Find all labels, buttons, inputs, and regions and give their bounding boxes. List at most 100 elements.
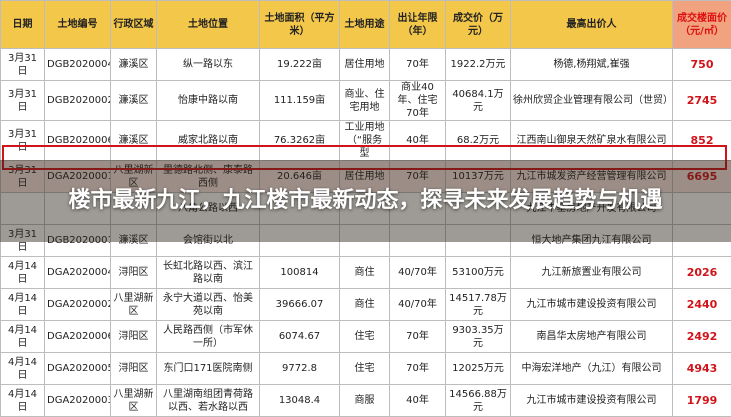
table-cell: 纵一路以东	[157, 49, 260, 81]
table-cell: 杨德,杨翔斌,崔强	[511, 49, 673, 81]
table-cell: 商住	[340, 257, 390, 289]
table-cell: 商业、住宅用地	[340, 81, 390, 121]
title-overlay: 楼市最新九江，九江楼市最新动态，探寻未来发展趋势与机遇	[0, 160, 731, 242]
table-cell: 工业用地（“服务型	[340, 121, 390, 161]
table-cell: DGB2020004	[45, 49, 111, 81]
table-cell: 2026	[673, 257, 731, 289]
table-cell: 1922.2万元	[446, 49, 511, 81]
table-cell: 40年	[390, 385, 446, 417]
table-cell: 40年	[390, 121, 446, 161]
column-header: 土地面积（平方米）	[260, 1, 340, 49]
table-cell: 40/70年	[390, 257, 446, 289]
table-cell: 4月14日	[1, 321, 45, 353]
table-cell: 长虹北路以西、滨江路以南	[157, 257, 260, 289]
table-cell: DGB2020006	[45, 121, 111, 161]
column-header: 最高出价人	[511, 1, 673, 49]
table-cell: 商业40年、住宅70年	[390, 81, 446, 121]
table-cell: 商住	[340, 289, 390, 321]
table-cell: 濂溪区	[111, 81, 157, 121]
table-cell: 威家北路以南	[157, 121, 260, 161]
table-cell: 住宅	[340, 321, 390, 353]
table-cell: 111.159亩	[260, 81, 340, 121]
table-cell: 750	[673, 49, 731, 81]
column-header: 土地编号	[45, 1, 111, 49]
table-cell: 70年	[390, 49, 446, 81]
table-cell: DGA2020002	[45, 289, 111, 321]
table-cell: 住宅	[340, 353, 390, 385]
column-header: 出让年限（年）	[390, 1, 446, 49]
table-cell: 3月31日	[1, 81, 45, 121]
table-cell: DGA2020004	[45, 257, 111, 289]
table-cell: 19.222亩	[260, 49, 340, 81]
table-cell: 6074.67	[260, 321, 340, 353]
table-cell: 东门口171医院南侧	[157, 353, 260, 385]
table-cell: 居住用地	[340, 49, 390, 81]
column-header: 成交价（万元）	[446, 1, 511, 49]
table-cell: 江西南山御泉天然矿泉水有限公司	[511, 121, 673, 161]
table-cell: 14566.88万元	[446, 385, 511, 417]
table-cell: 怡康中路以南	[157, 81, 260, 121]
table-cell: 13048.4	[260, 385, 340, 417]
table-cell: 南昌华太房地产有限公司	[511, 321, 673, 353]
table-cell: 2440	[673, 289, 731, 321]
table-cell: 40684.1万元	[446, 81, 511, 121]
table-cell: 3月31日	[1, 121, 45, 161]
table-cell: 852	[673, 121, 731, 161]
table-cell: 九江市城市建设投资有限公司	[511, 289, 673, 321]
table-cell: DGA2020003	[45, 385, 111, 417]
header-row: 日期土地编号行政区域土地位置土地面积（平方米）土地用途出让年限（年）成交价（万元…	[1, 1, 731, 49]
page-title: 楼市最新九江，九江楼市最新动态，探寻未来发展趋势与机遇	[46, 185, 686, 217]
column-header: 行政区域	[111, 1, 157, 49]
column-header: 土地位置	[157, 1, 260, 49]
table-cell: 濂溪区	[111, 121, 157, 161]
table-cell: 4月14日	[1, 353, 45, 385]
table-cell: 濂溪区	[111, 49, 157, 81]
table-cell: DGA2020006	[45, 321, 111, 353]
table-cell: 4943	[673, 353, 731, 385]
table-cell: 九江新旅置业有限公司	[511, 257, 673, 289]
table-cell: 八里湖新区	[111, 289, 157, 321]
table-cell: 九江市城市建设投资有限公司	[511, 385, 673, 417]
column-header: 日期	[1, 1, 45, 49]
table-cell: 1799	[673, 385, 731, 417]
table-cell: DGA2020005	[45, 353, 111, 385]
table-cell: 100814	[260, 257, 340, 289]
table-cell: 4月14日	[1, 257, 45, 289]
table-cell: 4月14日	[1, 289, 45, 321]
table-cell: 12025万元	[446, 353, 511, 385]
table-cell: 9303.35万元	[446, 321, 511, 353]
table-cell: 徐州欣贸企业管理有限公司（世贸）	[511, 81, 673, 121]
table-cell: 浔阳区	[111, 321, 157, 353]
table-cell: DGB2020002	[45, 81, 111, 121]
table-cell: 八里湖南组团青荷路以西、若水路以西	[157, 385, 260, 417]
table-cell: 4月14日	[1, 385, 45, 417]
table-cell: 八里湖新区	[111, 385, 157, 417]
table-cell: 9772.8	[260, 353, 340, 385]
table-cell: 中海宏洋地产（九江）有限公司	[511, 353, 673, 385]
table-cell: 浔阳区	[111, 257, 157, 289]
table-cell: 14517.78万元	[446, 289, 511, 321]
table-cell: 永宁大道以西、怡美苑以南	[157, 289, 260, 321]
table-cell: 2745	[673, 81, 731, 121]
table-cell: 人民路西侧（市军休一所）	[157, 321, 260, 353]
table-cell: 70年	[390, 353, 446, 385]
table-cell: 商服	[340, 385, 390, 417]
page: {"header": {"title": "楼市最新九江，九江楼市最新动态，探寻…	[0, 0, 731, 400]
column-header: 成交楼面价（元/㎡）	[673, 1, 731, 49]
table-cell: 68.2万元	[446, 121, 511, 161]
table-cell: 53100万元	[446, 257, 511, 289]
table-cell: 76.3262亩	[260, 121, 340, 161]
table-cell: 40/70年	[390, 289, 446, 321]
column-header: 土地用途	[340, 1, 390, 49]
table-cell: 浔阳区	[111, 353, 157, 385]
table-cell: 39666.07	[260, 289, 340, 321]
table-cell: 2492	[673, 321, 731, 353]
